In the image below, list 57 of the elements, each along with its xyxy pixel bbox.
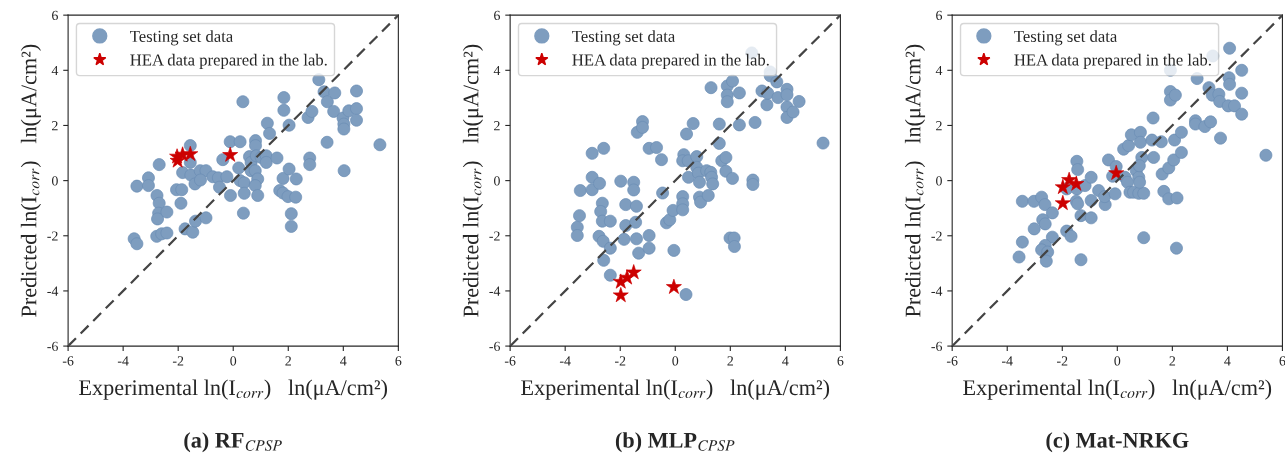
y-tick-label: 6 [494,10,501,21]
y-axis-title: Predicted ln(I$_{corr}$) ln(μA/cm²) [904,44,926,317]
text: (b) MLP$_{CPSP}$ [615,432,735,453]
x-tick-label: 2 [1169,356,1176,366]
x-axis-title: Experimental ln(I$_{corr}$) ln(μA/cm²) [963,379,1272,400]
y-tick-label: -4 [489,286,501,296]
y-tick-label: 2 [52,121,58,131]
x-tick-label: 2 [727,356,734,366]
y-tick-label: -4 [47,286,59,296]
x-tick-label: 6 [1279,356,1285,366]
y-tick-label: 4 [493,65,501,76]
text: (a) RF$_{CPSP}$ [184,432,282,453]
x-tick-label: -6 [62,356,74,366]
y-tick-label: 6 [936,10,943,21]
x-tick-label: -4 [1001,356,1013,366]
y-axis-title: Predicted ln(I$_{corr}$) ln(μA/cm²) [462,44,484,317]
x-tick-label: 4 [340,356,347,366]
x-tick-label: 6 [395,356,402,366]
y-tick-label: -4 [931,286,943,296]
legend-label: Testing set data [1014,30,1118,46]
x-tick-label: 4 [1224,356,1231,366]
x-axis-title: Experimental ln(I$_{corr}$) ln(μA/cm²) [521,379,830,400]
y-tick-label: -2 [47,231,58,241]
y-tick-label: -6 [931,341,943,352]
x-tick-label: -2 [172,356,184,366]
y-tick-label: -6 [47,341,58,352]
x-tick-label: -4 [559,356,571,366]
x-tick-label: 0 [230,356,237,366]
x-tick-label: 4 [782,356,789,366]
legend-label: Testing set data [130,30,233,46]
legend-label: HEA data prepared in the lab. [572,53,769,69]
y-tick-label: 0 [494,176,500,186]
x-tick-label: 6 [837,356,844,366]
x-tick-label: 0 [672,356,679,366]
x-axis-title: Experimental ln(I$_{corr}$) ln(μA/cm²) [79,379,388,400]
legend-label: HEA data prepared in the lab. [130,53,327,69]
text: (c) Mat-NRKG [1046,432,1189,453]
legend-label: Testing set data [572,30,676,46]
x-tick-label: 0 [1114,356,1121,366]
y-tick-label: -6 [489,341,501,352]
y-tick-label: 0 [51,176,58,186]
y-tick-label: -2 [931,231,942,241]
y-tick-label: 4 [935,65,943,76]
y-axis-title: Predicted ln(I$_{corr}$) ln(μA/cm²) [20,44,41,317]
x-tick-label: -2 [1057,356,1068,366]
x-tick-label: 2 [285,356,291,366]
x-tick-label: -6 [946,356,958,366]
x-tick-label: -2 [614,356,626,366]
x-tick-label: -6 [504,356,516,366]
x-tick-label: -4 [117,356,129,366]
y-tick-label: 2 [494,121,500,131]
y-tick-label: 2 [936,121,942,131]
y-tick-label: 6 [52,10,58,21]
y-tick-label: 0 [936,176,942,186]
y-tick-label: 4 [51,65,59,76]
y-tick-label: -2 [489,231,500,241]
legend-label: HEA data prepared in the lab. [1014,53,1211,69]
